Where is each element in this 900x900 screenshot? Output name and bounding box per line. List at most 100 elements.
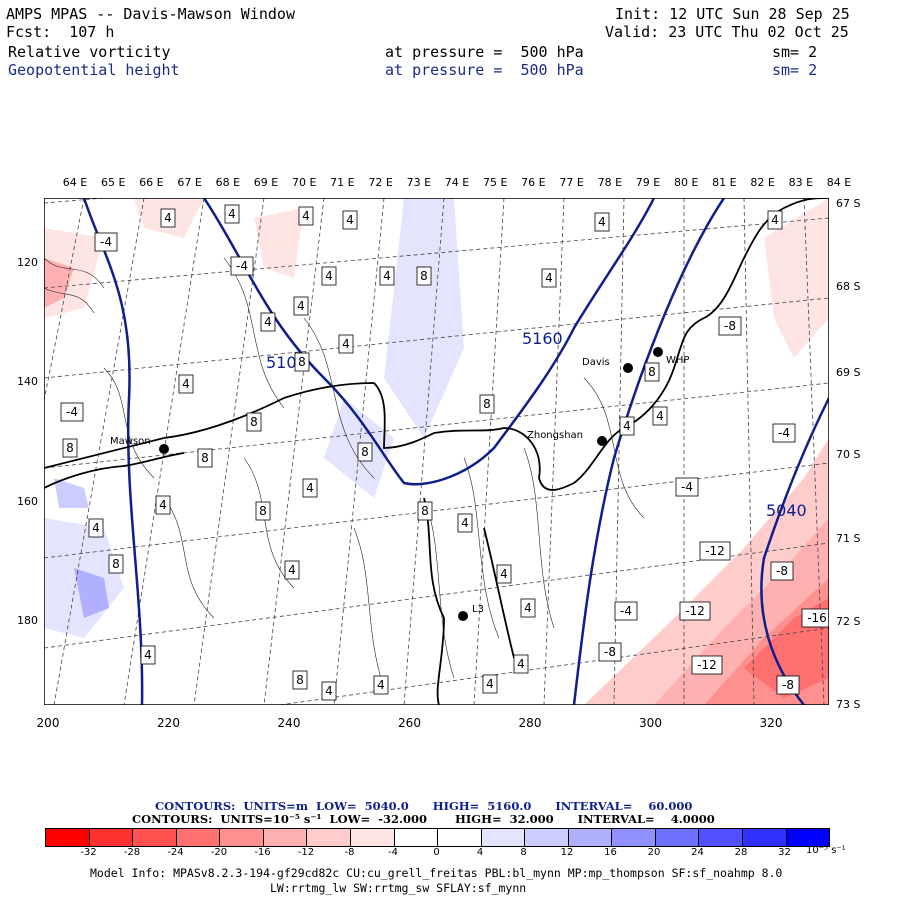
vorticity-label-box bbox=[246, 412, 262, 432]
colorbar-tick-label: -32 bbox=[80, 847, 97, 858]
longitude-label: 65 E bbox=[100, 176, 126, 189]
longitude-label: 83 E bbox=[788, 176, 814, 189]
station-zhongshan-marker[interactable] bbox=[597, 436, 607, 446]
vorticity-label-box bbox=[88, 518, 104, 538]
vorticity-label: 4 bbox=[302, 209, 310, 223]
vorticity-label-box bbox=[644, 362, 660, 382]
coastline bbox=[44, 198, 829, 705]
longitude-label: 70 E bbox=[291, 176, 317, 189]
vorticity-label-box bbox=[298, 206, 314, 226]
vorticity-label: 4 bbox=[524, 601, 532, 615]
vorticity-label-box bbox=[718, 316, 742, 336]
colorbar-swatch bbox=[438, 829, 482, 846]
colorbar-swatch bbox=[743, 829, 787, 846]
colorbar-swatch bbox=[133, 829, 177, 846]
vorticity-label: -4 bbox=[778, 426, 790, 440]
colorbar-unit: 10⁻⁵ s⁻¹ bbox=[806, 845, 846, 856]
x-tick-label: 260 bbox=[398, 716, 421, 730]
vorticity-label: 4 bbox=[598, 215, 606, 229]
height-contours bbox=[82, 198, 829, 705]
vorticity-label: 4 bbox=[159, 498, 167, 512]
longitude-label: 66 E bbox=[139, 176, 164, 189]
vorticity-label-box bbox=[541, 268, 557, 288]
valid-time: Valid: 23 UTC Thu 02 Oct 25 bbox=[605, 23, 849, 41]
vorticity-label: 4 bbox=[264, 315, 272, 329]
colorbar-swatch bbox=[699, 829, 743, 846]
vorticity-label: 4 bbox=[288, 563, 296, 577]
station-whp-marker[interactable] bbox=[653, 347, 663, 357]
y-tick-label: 140 bbox=[17, 375, 38, 388]
field1-level: at pressure = 500 hPa bbox=[385, 43, 584, 61]
vorticity-label: 8 bbox=[296, 673, 304, 687]
vorticity-label-box bbox=[594, 212, 610, 232]
colorbar-tick-label: -20 bbox=[210, 847, 228, 858]
colorbar-tick-label: 20 bbox=[647, 847, 661, 858]
height-contour-info: CONTOURS: UNITS=m LOW= 5040.0 HIGH= 5160… bbox=[155, 799, 693, 813]
init-time: Init: 12 UTC Sun 28 Sep 25 bbox=[615, 5, 850, 23]
longitude-label: 73 E bbox=[406, 176, 432, 189]
vorticity-label-box bbox=[302, 478, 318, 498]
vorticity-label: 8 bbox=[420, 269, 428, 283]
latitude-label: 73 S bbox=[836, 698, 861, 711]
latitude-label: 70 S bbox=[836, 448, 861, 461]
vorticity-label-box bbox=[230, 256, 254, 276]
vorticity-label-box bbox=[496, 564, 512, 584]
field2-smoothing: sm= 2 bbox=[772, 61, 818, 79]
colorbar-tick-label: -8 bbox=[344, 847, 355, 858]
vorticity-label: 4 bbox=[771, 213, 779, 227]
vorticity-label: 4 bbox=[545, 271, 553, 285]
vorticity-label: 4 bbox=[383, 269, 391, 283]
station-l3-label: L3 bbox=[472, 604, 484, 615]
longitude-label: 81 E bbox=[712, 176, 737, 189]
longitude-label: 82 E bbox=[750, 176, 775, 189]
colorbar-swatch bbox=[394, 829, 439, 846]
vorticity-label: 4 bbox=[297, 299, 305, 313]
vorticity-label-box bbox=[767, 210, 783, 230]
colorbar-swatch bbox=[786, 829, 830, 846]
model-info-line2: LW:rrtmg_lw SW:rrtmg_sw SFLAY:sf_mynn bbox=[270, 881, 527, 895]
longitude-label: 72 E bbox=[368, 176, 393, 189]
vorticity-label-box bbox=[224, 204, 240, 224]
vorticity-label: -4 bbox=[620, 604, 632, 618]
vorticity-label: -8 bbox=[776, 564, 788, 578]
vorticity-label-box bbox=[520, 598, 536, 618]
vorticity-label-box bbox=[284, 560, 300, 580]
vorticity-label: -12 bbox=[697, 658, 717, 672]
longitude-label: 71 E bbox=[330, 176, 355, 189]
vorticity-label-box bbox=[155, 495, 171, 515]
colorbar-swatch bbox=[307, 829, 351, 846]
vorticity-label: 4 bbox=[346, 213, 354, 227]
colorbar-swatch bbox=[89, 829, 134, 846]
y-tick-label: 120 bbox=[17, 256, 38, 269]
longitude-label: 64 E bbox=[62, 176, 88, 189]
vorticity-label-box bbox=[178, 374, 194, 394]
vorticity-label: 4 bbox=[325, 684, 333, 698]
vorticity-label: 4 bbox=[656, 409, 664, 423]
x-tick-label: 300 bbox=[639, 716, 662, 730]
vorticity-label: 4 bbox=[164, 211, 172, 225]
latitude-label: 72 S bbox=[836, 615, 861, 628]
vorticity-label: 8 bbox=[250, 415, 258, 429]
vorticity-contour-labels: 4 4 4 4 -4 -4 4 4 8 4 4 4 4 4 4 4 8 -4 8 8 8 8 8 4 4 8 8 4 4 8 4 4 4 8 4 4 4… bbox=[60, 204, 829, 701]
vorticity-label: 8 bbox=[361, 445, 369, 459]
vorticity-label-box bbox=[482, 674, 498, 694]
vorticity-label-box bbox=[598, 642, 622, 662]
vorticity-label: 4 bbox=[486, 677, 494, 691]
vorticity-label-box bbox=[691, 655, 723, 675]
longitude-label: 78 E bbox=[597, 176, 623, 189]
latitude-label: 68 S bbox=[836, 280, 861, 293]
vorticity-label-box bbox=[342, 210, 358, 230]
vorticity-label: -8 bbox=[604, 645, 616, 659]
colorbar-swatch bbox=[220, 829, 264, 846]
station-l3-marker[interactable] bbox=[458, 611, 468, 621]
vorticity-label: 4 bbox=[92, 521, 100, 535]
vorticity-label: 4 bbox=[306, 481, 314, 495]
vorticity-label-box bbox=[776, 675, 800, 695]
vorticity-contour-info: CONTOURS: UNITS=10⁻⁵ s⁻¹ LOW= -32.000 HI… bbox=[132, 812, 715, 826]
station-mawson-marker[interactable] bbox=[159, 444, 169, 454]
station-whp-label: WHP bbox=[666, 355, 689, 366]
station-davis-marker[interactable] bbox=[623, 363, 633, 373]
x-tick-label: 320 bbox=[759, 716, 783, 730]
vorticity-label: 4 bbox=[342, 337, 350, 351]
colorbar-swatch bbox=[263, 829, 308, 846]
